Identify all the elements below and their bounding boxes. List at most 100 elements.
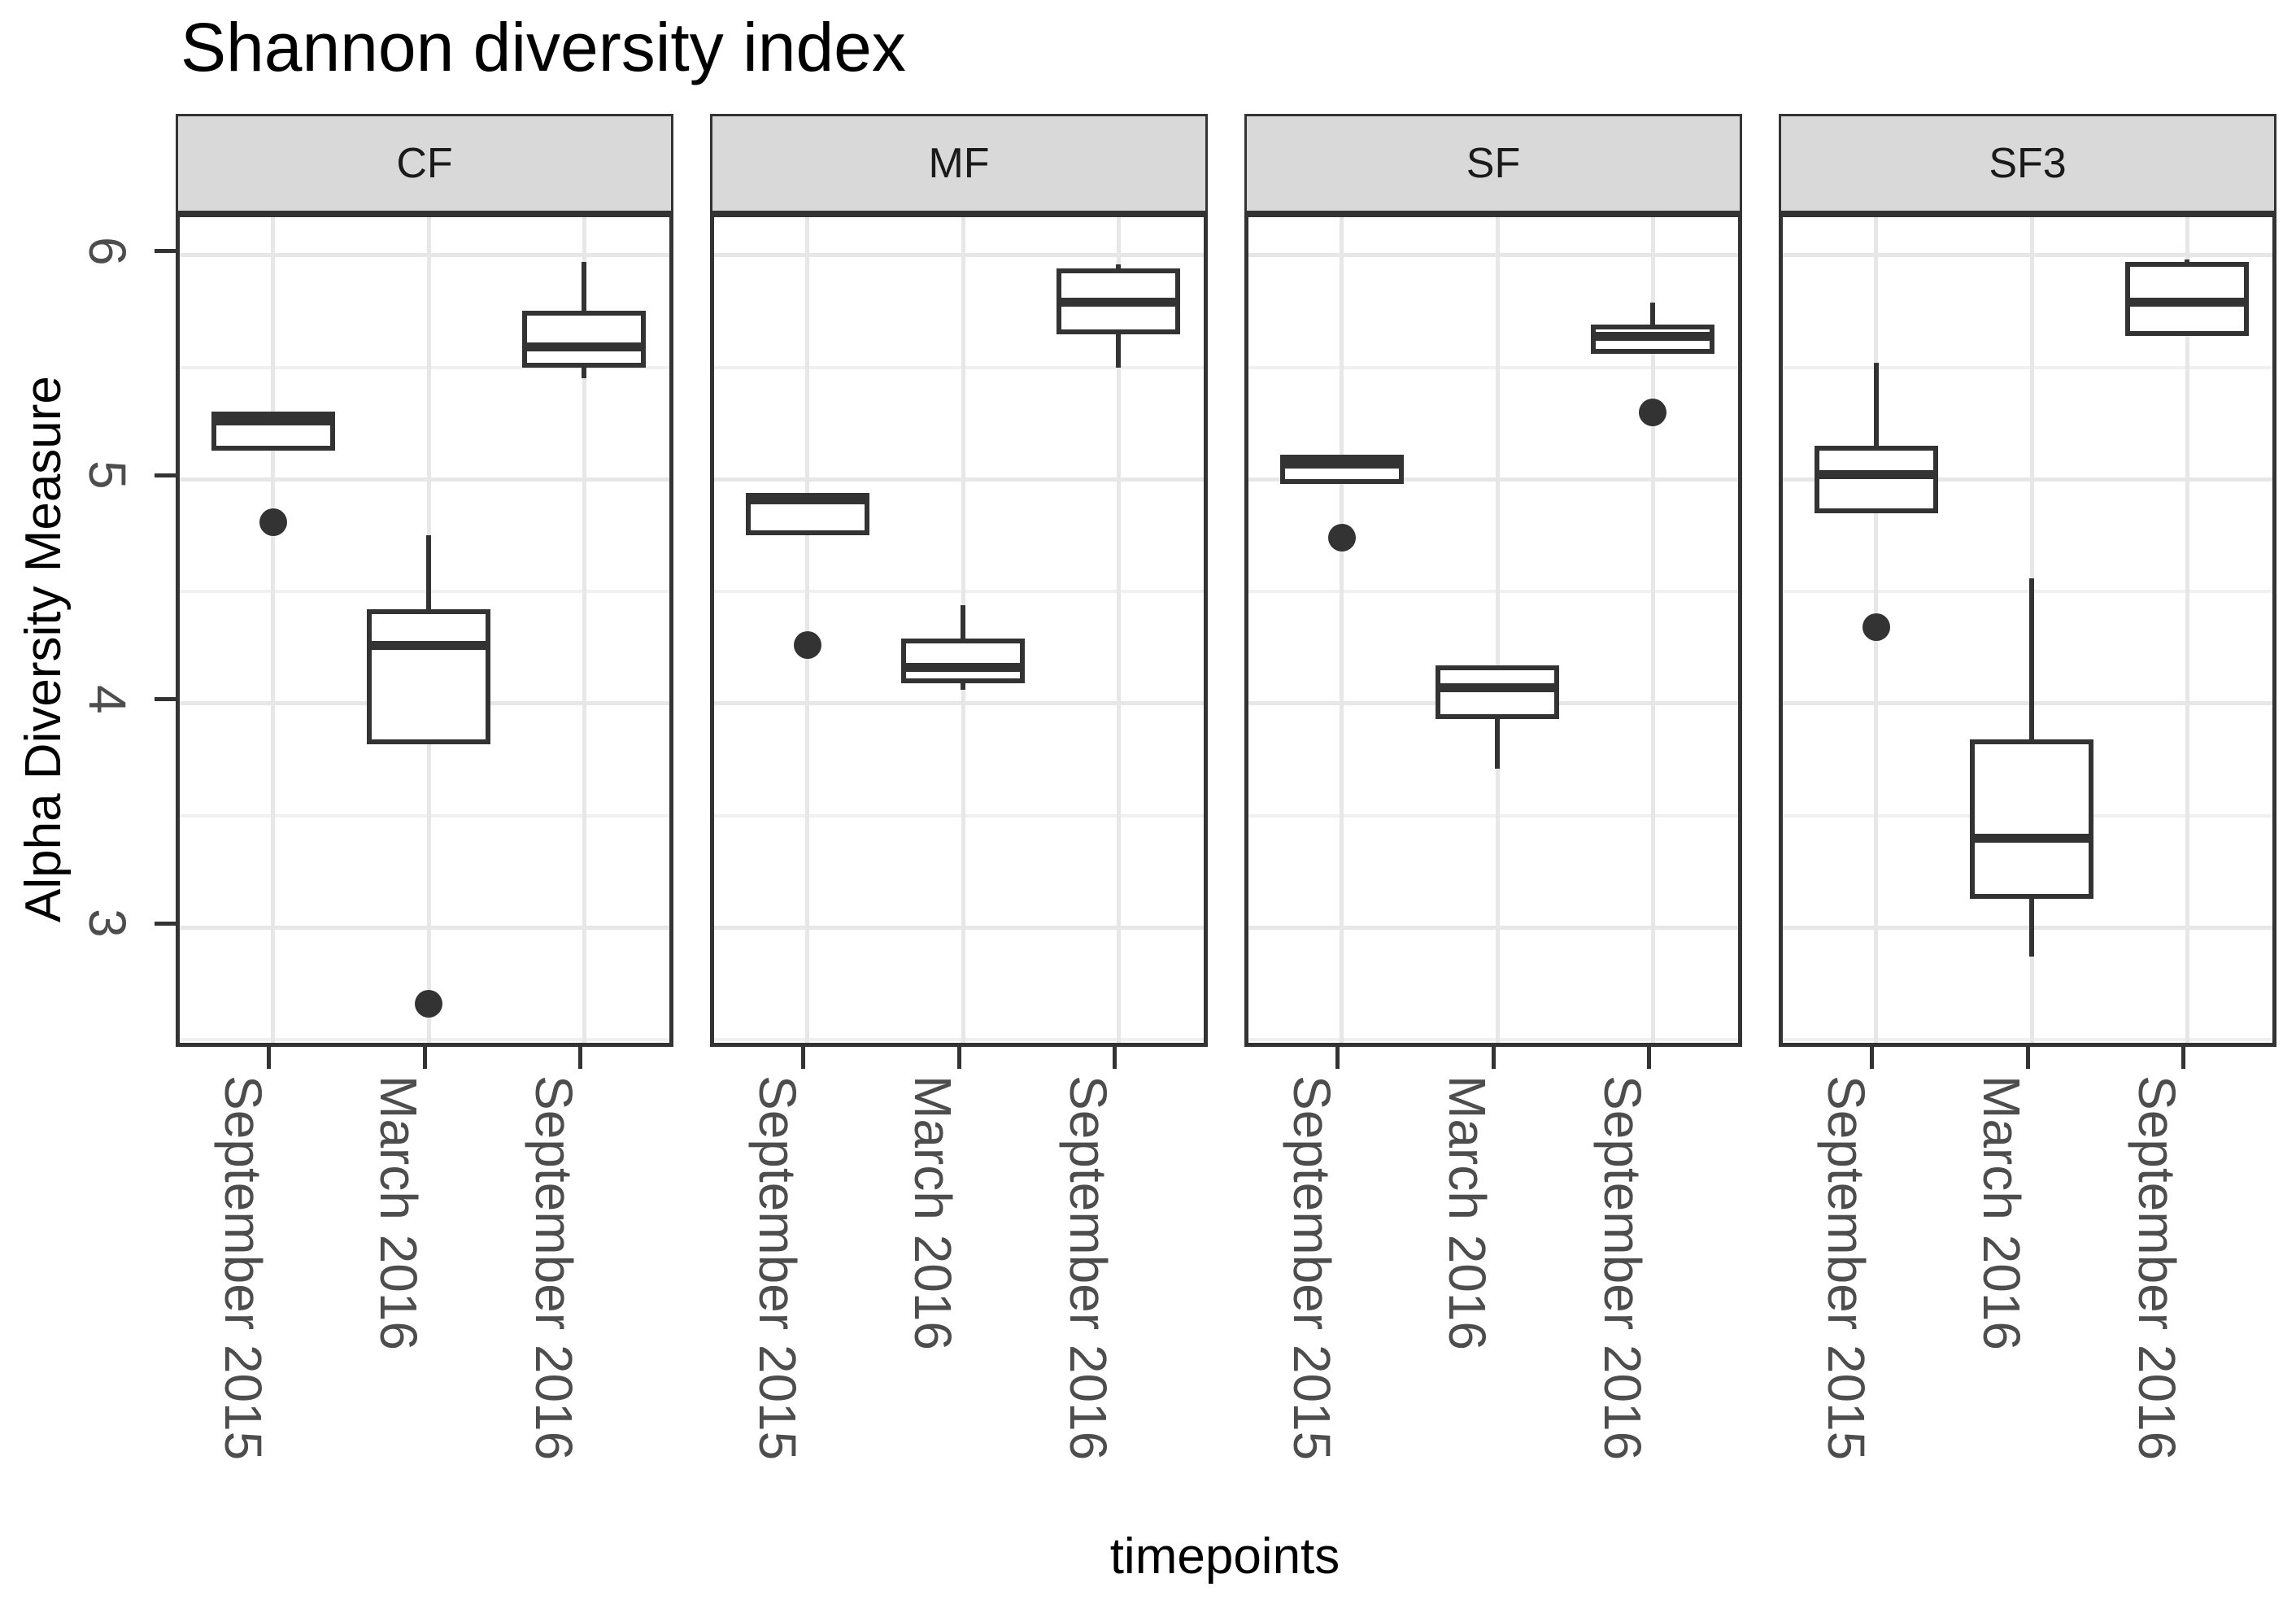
gridline-minor-y3.5 [714, 813, 1204, 817]
facet-strip-sf3: SF3 [1779, 114, 2276, 213]
median-mf-september-2016 [1059, 298, 1178, 307]
gridline-major-y3 [180, 925, 669, 930]
median-sf3-september-2016 [2128, 298, 2247, 307]
gridline-x-september-2015 [1340, 217, 1344, 1043]
y-tick-3 [155, 921, 176, 926]
median-cf-september-2016 [525, 342, 644, 352]
box-mf-march-2016 [901, 638, 1025, 684]
gridline-major-y5 [1248, 477, 1738, 482]
x-tick-label-sf3-september-2016: September 2016 [2128, 1075, 2187, 1461]
facet-strip-label-mf: MF [928, 140, 990, 187]
x-tick-cf-september-2015 [267, 1047, 272, 1069]
x-tick-sf-september-2016 [1646, 1047, 1651, 1069]
gridline-minor-y4.5 [1248, 590, 1738, 594]
whisker-lower-sf-march-2016 [1495, 717, 1500, 769]
gridline-major-y3 [714, 925, 1204, 930]
facet-panel-mf [710, 213, 1208, 1047]
gridline-major-y5 [1783, 477, 2272, 482]
gridline-major-y4 [714, 701, 1204, 706]
x-tick-sf3-september-2016 [2181, 1047, 2185, 1069]
gridline-major-y6 [1783, 253, 2272, 258]
median-sf-march-2016 [1438, 683, 1557, 693]
gridline-major-y4 [1783, 701, 2272, 706]
x-tick-label-cf-september-2016: September 2016 [525, 1075, 584, 1461]
median-sf-september-2016 [1593, 331, 1713, 341]
outlier-point-sf-september-2015-0 [1327, 524, 1356, 552]
x-tick-sf-march-2016 [1491, 1047, 1496, 1069]
y-tick-label-3: 3 [78, 909, 137, 939]
y-tick-6 [155, 249, 176, 254]
whisker-upper-sf3-march-2016 [2029, 578, 2034, 742]
gridline-minor-y2.5 [1248, 1038, 1738, 1042]
x-tick-label-cf-september-2015: September 2015 [213, 1075, 272, 1461]
whisker-upper-mf-september-2016 [1116, 264, 1122, 272]
facet-strip-mf: MF [710, 114, 1208, 213]
facet-panel-sf [1244, 213, 1742, 1047]
y-tick-label-6: 6 [78, 236, 137, 266]
box-sf3-march-2016 [1970, 739, 2093, 899]
facet-panel-sf3 [1779, 213, 2276, 1047]
whisker-upper-cf-september-2016 [582, 262, 587, 314]
whisker-upper-cf-march-2016 [426, 535, 431, 612]
gridline-major-y6 [714, 253, 1204, 258]
box-cf-september-2016 [522, 311, 647, 368]
gridline-minor-y5.5 [1248, 365, 1738, 369]
gridline-minor-y2.5 [714, 1038, 1204, 1042]
x-tick-label-sf-march-2016: March 2016 [1438, 1075, 1497, 1350]
y-tick-label-5: 5 [78, 460, 137, 490]
gridline-minor-y2.5 [1783, 1038, 2272, 1042]
x-tick-label-sf-september-2016: September 2016 [1593, 1075, 1653, 1461]
gridline-major-y3 [1248, 925, 1738, 930]
x-tick-label-cf-march-2016: March 2016 [369, 1075, 428, 1350]
whisker-upper-sf3-september-2015 [1873, 363, 1879, 448]
x-tick-mf-september-2016 [1112, 1047, 1117, 1069]
facet-panel-cf [176, 213, 673, 1047]
x-tick-cf-september-2016 [577, 1047, 582, 1069]
gridline-minor-y5.5 [714, 365, 1204, 369]
facet-strip-sf: SF [1244, 114, 1742, 213]
gridline-minor-y5.5 [180, 365, 669, 369]
gridline-major-y6 [1248, 253, 1738, 258]
gridline-major-y5 [180, 477, 669, 482]
gridline-minor-y3.5 [180, 813, 669, 817]
y-tick-5 [155, 473, 176, 477]
median-sf3-september-2015 [1816, 470, 1936, 480]
outlier-point-sf-september-2016-0 [1639, 398, 1667, 426]
x-tick-mf-september-2015 [801, 1047, 806, 1069]
gridline-minor-y4.5 [714, 590, 1204, 594]
box-sf-march-2016 [1436, 665, 1559, 720]
gridline-major-y6 [180, 253, 669, 258]
y-tick-label-4: 4 [78, 684, 137, 714]
gridline-x-march-2016 [1495, 217, 1500, 1043]
whisker-lower-mf-march-2016 [961, 681, 965, 691]
facet-strip-label-sf3: SF3 [1989, 140, 2067, 187]
x-tick-sf3-march-2016 [2025, 1047, 2030, 1069]
gridline-minor-y2.5 [180, 1038, 669, 1042]
gridline-minor-y4.5 [180, 590, 669, 594]
gridline-x-september-2016 [1116, 217, 1121, 1043]
x-tick-mf-march-2016 [956, 1047, 961, 1069]
gridline-x-september-2016 [1650, 217, 1655, 1043]
median-sf-september-2015 [1282, 459, 1401, 469]
outlier-point-cf-september-2015-0 [259, 508, 287, 536]
x-tick-label-sf3-march-2016: March 2016 [1972, 1075, 2031, 1350]
whisker-upper-mf-march-2016 [961, 604, 965, 641]
outlier-point-mf-september-2015-0 [793, 631, 821, 660]
median-mf-september-2015 [747, 495, 867, 504]
outlier-point-sf3-september-2015-0 [1862, 613, 1890, 642]
box-cf-march-2016 [367, 608, 490, 744]
x-tick-label-mf-march-2016: March 2016 [904, 1075, 962, 1350]
whisker-lower-sf3-march-2016 [2029, 896, 2034, 957]
box-sf3-september-2015 [1814, 445, 1938, 513]
whisker-lower-mf-september-2016 [1116, 331, 1122, 368]
facet-strip-cf: CF [176, 114, 673, 213]
x-axis-title: timepoints [1109, 1528, 1340, 1585]
median-mf-march-2016 [904, 663, 1022, 673]
x-tick-label-sf-september-2015: September 2015 [1282, 1075, 1341, 1461]
x-tick-cf-march-2016 [422, 1047, 427, 1069]
whisker-lower-cf-september-2016 [582, 364, 587, 379]
gridline-x-september-2016 [2185, 217, 2189, 1043]
gridline-x-september-2015 [271, 217, 276, 1043]
x-tick-sf3-september-2015 [1870, 1047, 1875, 1069]
gridline-x-september-2016 [582, 217, 586, 1043]
